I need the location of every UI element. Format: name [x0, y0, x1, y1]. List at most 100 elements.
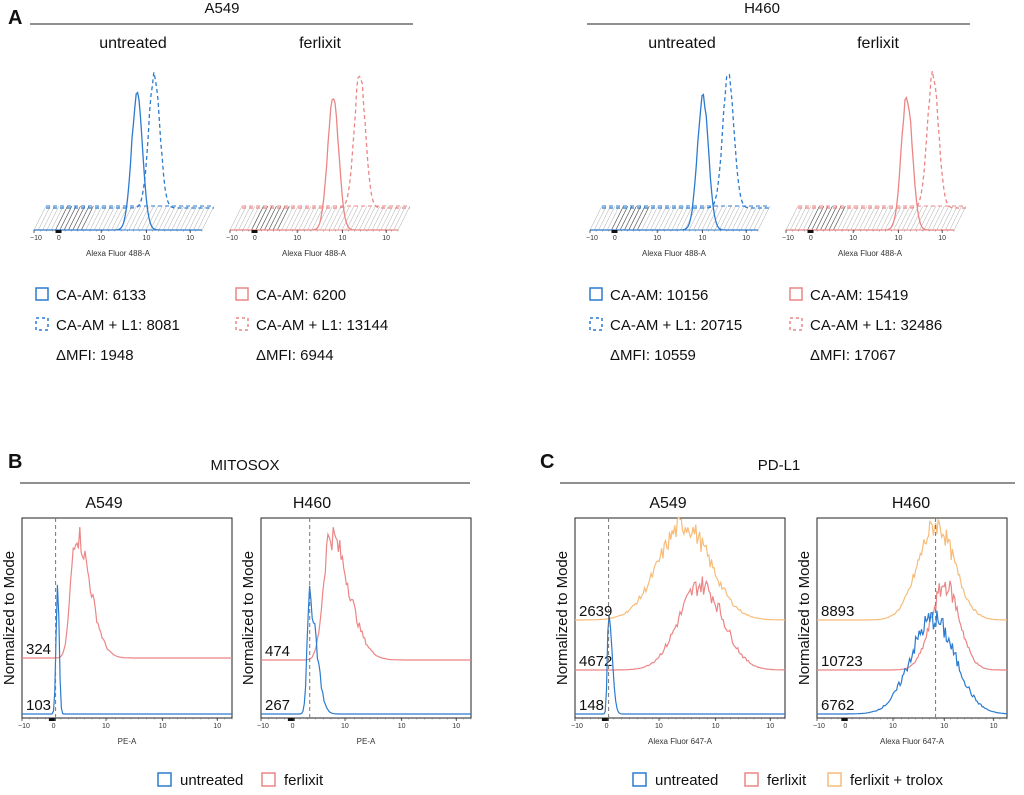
a549-ferlixit-histogram: −1030103104105Alexa Fluor 488-A — [226, 75, 411, 258]
h460-untreated-grid-line — [628, 205, 642, 231]
h460-ferlixit-grid-line — [927, 205, 941, 231]
h460-ferlixit-grid-line — [910, 205, 924, 231]
panel-b-letter: B — [8, 451, 22, 473]
pdl1-a549-ferlixit-value: 4672 — [579, 653, 612, 670]
h460-ferlixit-grid-line — [897, 205, 911, 231]
mitosox-h460-tick-label: 10 — [341, 723, 349, 730]
h460-untreated-grid-line — [749, 205, 762, 231]
h460-untreated-grid-line — [598, 205, 611, 231]
h460-ferlixit-grid-line — [846, 205, 859, 231]
pdl1-h460-tick-label: −10 — [813, 723, 825, 730]
h460-untreated-grid-line — [667, 205, 680, 231]
h460-ferlixit-grid-line — [820, 205, 833, 231]
legend-ferlixit-trolox-swatch — [827, 772, 842, 787]
panel-b-h460-label: H460 — [293, 495, 331, 512]
a549-ferlixit-grid-line — [320, 205, 333, 231]
panel-c-h460-label: H460 — [892, 495, 930, 512]
mitosox-h460-y-axis-label: Normalized to Mode — [240, 551, 257, 685]
a549-ferlixit-grid-line — [376, 205, 389, 231]
legend-dashed-red-swatch — [789, 317, 803, 331]
pdl1-h460-ferlixit-trolox-value: 8893 — [821, 603, 854, 620]
a549-untreated-grid-line — [111, 205, 124, 231]
pdl1-a549-tick-label: 10 — [655, 723, 663, 730]
a549-untreated-tick-label: 10 — [97, 235, 105, 242]
a549-ferlixit-grid-line — [324, 205, 337, 231]
mitosox-h460-tick-label: −10 — [257, 723, 269, 730]
pdl1-h460-ferlixit-histogram — [817, 580, 1007, 671]
panel-a-a549-title: A549 — [204, 0, 239, 17]
h460-ferlixit-grid-line — [902, 205, 915, 231]
a549-untreated-grid-line — [184, 205, 197, 231]
mitosox-a549-tick-label: 0 — [52, 723, 56, 730]
h460-ferlixit-grid-line — [811, 205, 825, 231]
a549-ferlixit-grid-line — [247, 205, 260, 231]
a549-delta-mfi-untreated: ΔMFI: 1948 — [56, 347, 134, 364]
a549-ferlixit-grid-line — [268, 205, 282, 231]
panel-a-h460-untreated-label: untreated — [648, 35, 716, 52]
h460-untreated-tick-label: 0 — [613, 235, 617, 242]
a549-untreated-grid-line — [158, 205, 172, 231]
h460-untreated-grid-line — [632, 205, 646, 231]
a549-ferlixit-grid-line — [238, 205, 251, 231]
h460-ferlixit-grid-line — [884, 205, 898, 231]
mitosox-a549-ferlixit-value: 324 — [26, 641, 51, 658]
a549-untreated-grid-line — [141, 205, 154, 231]
a549-untreated-grid-line — [163, 205, 176, 231]
legend-ferlixit-label: ferlixit — [284, 772, 324, 789]
h460-ferlixit-grid-line — [940, 205, 954, 231]
h460-untreated-grid-line — [753, 205, 766, 231]
a549-untreated-grid-line — [59, 205, 73, 231]
a549-untreated-grid-line — [46, 205, 60, 231]
a549-untreated-grid-line — [193, 205, 206, 231]
a549-untreated-grid-line — [145, 205, 159, 231]
pdl1-h460-ferlixit-trolox-histogram — [817, 517, 1007, 621]
a549-ferlixit-grid-line — [397, 205, 411, 231]
a549-ferlixit-grid-line — [354, 205, 368, 231]
mitosox-a549-untreated-value: 103 — [26, 697, 51, 714]
h460-untreated-grid-line — [701, 205, 715, 231]
h460-untreated-grid-line — [619, 205, 633, 231]
mitosox-a549-ferlixit-histogram — [22, 526, 232, 659]
h460-ferlixit-tick-label: 10 — [849, 235, 857, 242]
h460-untreated-grid-line — [680, 205, 693, 231]
a549-ferlixit-grid-line — [234, 205, 247, 231]
a549-untreated-grid-line — [197, 205, 210, 231]
pdl1-a549-untreated-value: 148 — [579, 697, 604, 714]
h460-ferlixit-grid-line — [915, 205, 928, 231]
h460-untreated-grid-line — [654, 205, 667, 231]
pdl1-a549-untreated-series: 148 — [575, 615, 785, 715]
h460-untreated-grid-line — [589, 205, 603, 231]
a549-ferlixit-zero-marker — [251, 230, 258, 233]
h460-ferlixit-grid-line — [833, 205, 846, 231]
legend-solid-blue-swatch — [589, 287, 603, 301]
h460-untreated-zero-marker — [611, 230, 618, 233]
a549-untreated-grid-line — [175, 205, 189, 231]
a549-untreated-grid-line — [81, 205, 94, 231]
mitosox-a549-x-axis-label: PE-A — [118, 737, 137, 746]
pdl1-a549-tick-label: 10 — [766, 723, 774, 730]
h460-untreated-grid-line — [671, 205, 685, 231]
a549-untreated-grid-line — [124, 205, 137, 231]
a549-ferlixit-grid-line — [393, 205, 406, 231]
pdl1-a549-ferlixit-trolox-series: 2639 — [575, 516, 785, 621]
a549-ferlixit-grid-line — [272, 205, 286, 231]
panel-c-title: PD-L1 — [758, 457, 801, 474]
h460-ferlixit-solid-histogram — [786, 96, 954, 231]
legend-ferlixit-trolox-label: ferlixit + trolox — [850, 772, 943, 789]
panel-a-h460-title: H460 — [744, 0, 780, 17]
a549-ferlixit-grid-line — [341, 205, 355, 231]
pdl1-a549-ferlixit-trolox-value: 2639 — [579, 603, 612, 620]
h460-untreated-grid-line — [594, 205, 607, 231]
a549-ferlixit-grid-line — [363, 205, 376, 231]
a549-ferlixit-grid-line — [307, 205, 320, 231]
mitosox-h460-untreated-series: 267 — [261, 585, 471, 715]
a549-ferlixit-tick-label: −10 — [226, 235, 238, 242]
a549-untreated-grid-line — [132, 205, 146, 231]
mitosox-h460-ferlixit-value: 474 — [265, 643, 290, 660]
a549-ferlixit-grid-line — [298, 205, 312, 231]
h460-untreated-grid-line — [727, 205, 741, 231]
a549-ferlixit-grid-line — [251, 205, 264, 231]
